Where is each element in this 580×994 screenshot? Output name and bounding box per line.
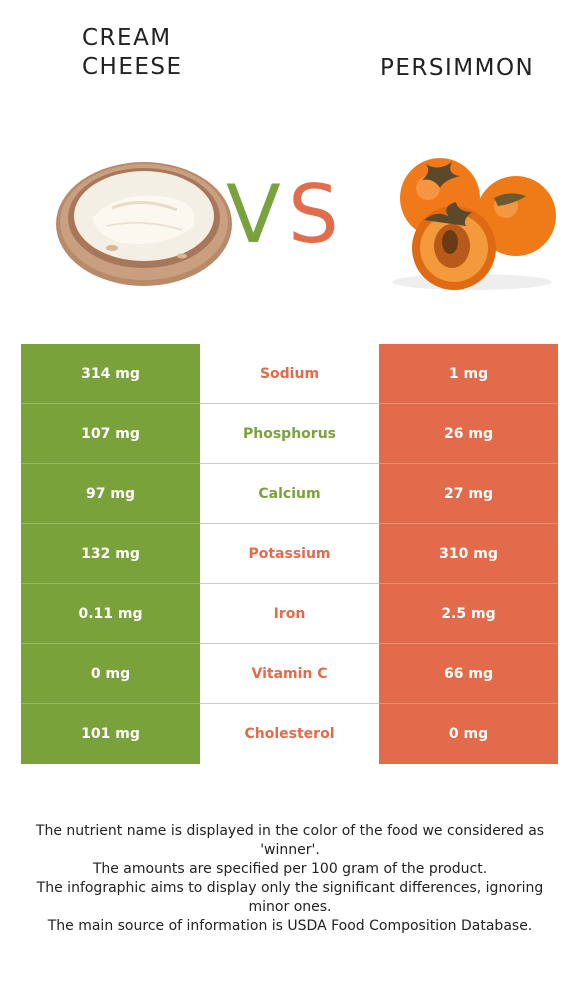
nutrient-row: 132 mg Potassium 310 mg xyxy=(21,524,558,584)
nutrient-name: Phosphorus xyxy=(200,404,379,464)
left-value: 0.11 mg xyxy=(21,584,200,644)
nutrient-row: 107 mg Phosphorus 26 mg xyxy=(21,404,558,464)
left-value: 314 mg xyxy=(21,344,200,404)
nutrient-table: 314 mg Sodium 1 mg 107 mg Phosphorus 26 mg 97 … xyxy=(21,344,558,764)
footer-notes: The nutrient name is displayed in the co… xyxy=(20,822,560,936)
left-value: 0 mg xyxy=(21,644,200,704)
nutrient-name: Potassium xyxy=(200,524,379,584)
left-value: 132 mg xyxy=(21,524,200,584)
footer-line-3: The infographic aims to display only the… xyxy=(36,880,544,915)
right-value: 0 mg xyxy=(379,704,558,764)
nutrient-name: Vitamin C xyxy=(200,644,379,704)
cream-cheese-image xyxy=(56,162,232,286)
footer-line-4: The main source of information is USDA F… xyxy=(47,918,533,934)
right-value: 2.5 mg xyxy=(379,584,558,644)
nutrient-row: 101 mg Cholesterol 0 mg xyxy=(21,704,558,764)
left-value: 107 mg xyxy=(21,404,200,464)
nutrient-name: Iron xyxy=(200,584,379,644)
vs-s-letter: S xyxy=(288,168,339,261)
right-value: 66 mg xyxy=(379,644,558,704)
right-value: 27 mg xyxy=(379,464,558,524)
vs-label: V S xyxy=(222,170,352,260)
nutrient-row: 0.11 mg Iron 2.5 mg xyxy=(21,584,558,644)
right-value: 26 mg xyxy=(379,404,558,464)
left-value: 97 mg xyxy=(21,464,200,524)
left-value: 101 mg xyxy=(21,704,200,764)
persimmon-image xyxy=(392,158,556,290)
right-value: 310 mg xyxy=(379,524,558,584)
nutrient-name: Calcium xyxy=(200,464,379,524)
right-value: 1 mg xyxy=(379,344,558,404)
left-food-title: CREAM CHEESE xyxy=(82,25,183,80)
right-food-title: PERSIMMON xyxy=(380,55,535,81)
nutrient-name: Cholesterol xyxy=(200,704,379,764)
vs-v-letter: V xyxy=(226,168,281,261)
footer-line-2: The amounts are specified per 100 gram o… xyxy=(92,861,488,877)
nutrient-name: Sodium xyxy=(200,344,379,404)
nutrient-row: 314 mg Sodium 1 mg xyxy=(21,344,558,404)
nutrient-row: 97 mg Calcium 27 mg xyxy=(21,464,558,524)
nutrient-row: 0 mg Vitamin C 66 mg xyxy=(21,644,558,704)
footer-line-1: The nutrient name is displayed in the co… xyxy=(35,823,545,858)
